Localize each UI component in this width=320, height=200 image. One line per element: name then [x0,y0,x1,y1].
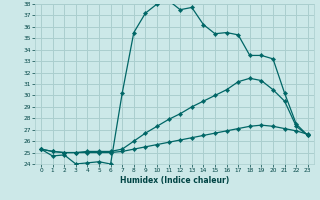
X-axis label: Humidex (Indice chaleur): Humidex (Indice chaleur) [120,176,229,185]
